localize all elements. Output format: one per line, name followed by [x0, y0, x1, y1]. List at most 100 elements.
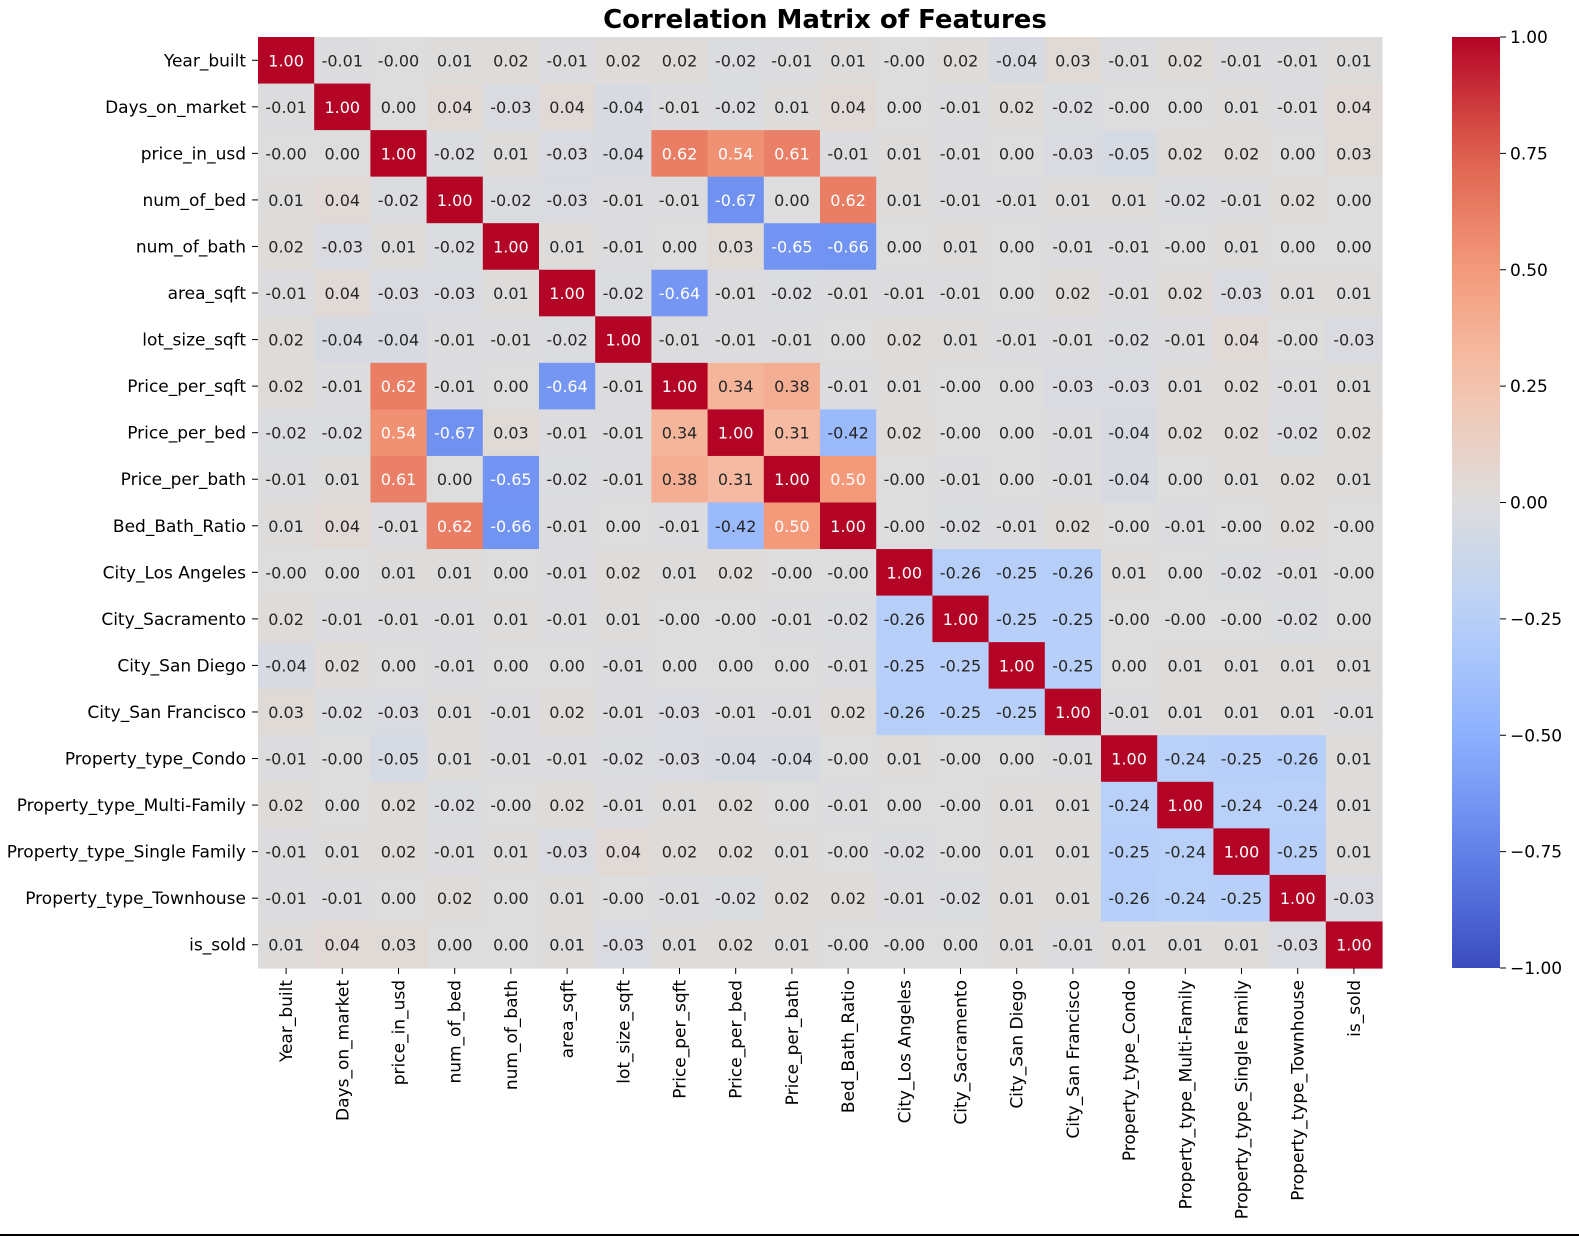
cell-value-label: 0.01: [605, 610, 641, 629]
heatmap-cell: [539, 316, 596, 364]
heatmap-cell: [258, 409, 315, 457]
cell-value-label: 0.00: [662, 237, 698, 256]
heatmap-cell: [707, 735, 765, 783]
cell-value-label: -0.00: [1165, 610, 1206, 629]
cell-value-label: -0.25: [1052, 610, 1093, 629]
heatmap-cell: [314, 688, 371, 736]
x-tick-label: Price_per_bath: [783, 980, 803, 1105]
heatmap-cell: [258, 37, 315, 85]
cell-value-label: -0.00: [1108, 517, 1149, 536]
cell-value-label: -0.04: [996, 51, 1037, 70]
heatmap-cell: [539, 455, 596, 504]
heatmap-cell: [932, 37, 990, 85]
heatmap-cell: [1157, 874, 1214, 923]
cell-value-label: -0.01: [884, 284, 925, 303]
heatmap-cell: [820, 688, 877, 736]
cell-value-label: -0.03: [1108, 377, 1149, 396]
heatmap-cell: [426, 781, 484, 829]
cell-value-label: -0.02: [1108, 331, 1149, 350]
heatmap-cell: [1044, 549, 1102, 597]
cell-value-label: -0.01: [434, 843, 475, 862]
cell-value-label: 0.01: [999, 843, 1035, 862]
x-tick-label: num_of_bed: [446, 980, 466, 1084]
cell-value-label: 0.03: [1055, 51, 1091, 70]
heatmap-cell: [707, 502, 765, 550]
heatmap-cell: [1157, 37, 1214, 85]
cell-value-label: 0.00: [1111, 656, 1147, 675]
heatmap-cell: [1269, 37, 1327, 85]
cell-value-label: -0.01: [771, 610, 812, 629]
cell-value-label: 0.00: [999, 424, 1035, 443]
cell-value-label: 0.02: [830, 703, 866, 722]
heatmap-cell: [258, 549, 315, 597]
heatmap-cell: [876, 455, 933, 504]
heatmap-cell: [1101, 642, 1158, 690]
heatmap-cell: [1325, 688, 1383, 736]
heatmap-cell: [595, 269, 652, 317]
heatmap-cell: [1325, 735, 1383, 783]
heatmap-cell: [1213, 269, 1271, 317]
heatmap-cell: [314, 874, 371, 923]
heatmap-cell: [370, 362, 428, 410]
cell-value-label: 0.01: [1336, 470, 1372, 489]
cell-value-label: 0.00: [999, 470, 1035, 489]
cell-value-label: -0.01: [996, 517, 1037, 536]
cell-value-label: -0.04: [771, 750, 812, 769]
cell-value-label: 1.00: [549, 284, 585, 303]
heatmap-cell: [482, 455, 540, 504]
cell-value-label: 0.54: [718, 144, 754, 163]
cell-value-label: -0.01: [715, 703, 756, 722]
heatmap-cell: [820, 455, 877, 504]
heatmap-cell: [314, 828, 371, 876]
cell-value-label: 0.00: [774, 191, 810, 210]
cell-value-label: -0.03: [659, 750, 700, 769]
x-tick-label: is_sold: [1345, 980, 1365, 1037]
cell-value-label: 0.02: [324, 656, 360, 675]
cell-value-label: -0.01: [884, 889, 925, 908]
cell-value-label: -0.04: [603, 98, 644, 117]
heatmap-cell: [1325, 269, 1383, 317]
cell-value-label: -0.02: [546, 331, 587, 350]
cell-value-label: 1.00: [1055, 703, 1091, 722]
cell-value-label: -0.01: [1052, 237, 1093, 256]
cell-value-label: -0.02: [884, 843, 925, 862]
cell-value-label: -0.01: [1277, 377, 1318, 396]
cell-value-label: -0.03: [1333, 889, 1374, 908]
cell-value-label: -0.00: [1221, 517, 1262, 536]
cell-value-label: 0.01: [381, 563, 417, 582]
heatmap-cell: [426, 874, 484, 923]
cell-value-label: -0.25: [940, 656, 981, 675]
cell-value-label: -0.04: [322, 331, 363, 350]
cell-value-label: 0.01: [1224, 703, 1260, 722]
cell-value-label: 0.00: [381, 889, 417, 908]
heatmap-cell: [763, 130, 821, 178]
heatmap-cell: [370, 688, 428, 736]
cell-value-label: -0.01: [1165, 331, 1206, 350]
heatmap-cell: [314, 223, 371, 271]
heatmap-cell: [932, 735, 990, 783]
cell-value-label: -0.01: [827, 796, 868, 815]
heatmap-cell: [1213, 37, 1271, 85]
x-tick-label: Price_per_sqft: [671, 980, 691, 1099]
cell-value-label: 0.01: [662, 796, 698, 815]
cell-value-label: -0.00: [771, 563, 812, 582]
heatmap-cell: [482, 37, 540, 85]
heatmap-cell: [651, 316, 709, 364]
cell-value-label: -0.26: [884, 610, 925, 629]
cell-value-label: -0.01: [546, 563, 587, 582]
heatmap-cell: [258, 688, 315, 736]
heatmap-cell: [988, 688, 1046, 736]
cell-value-label: -0.03: [1052, 144, 1093, 163]
heatmap-cell: [1101, 502, 1158, 550]
cell-value-label: -0.01: [603, 656, 644, 675]
heatmap-cell: [1044, 688, 1102, 736]
cell-value-label: -0.01: [659, 331, 700, 350]
heatmap-cell: [988, 502, 1046, 550]
heatmap-cell: [1044, 223, 1102, 271]
heatmap-cell: [1269, 688, 1327, 736]
heatmap-cell: [482, 828, 540, 876]
heatmap-cell: [820, 223, 877, 271]
cell-value-label: 0.00: [381, 98, 417, 117]
heatmap-cell: [1157, 781, 1214, 829]
heatmap-cell: [651, 83, 709, 131]
